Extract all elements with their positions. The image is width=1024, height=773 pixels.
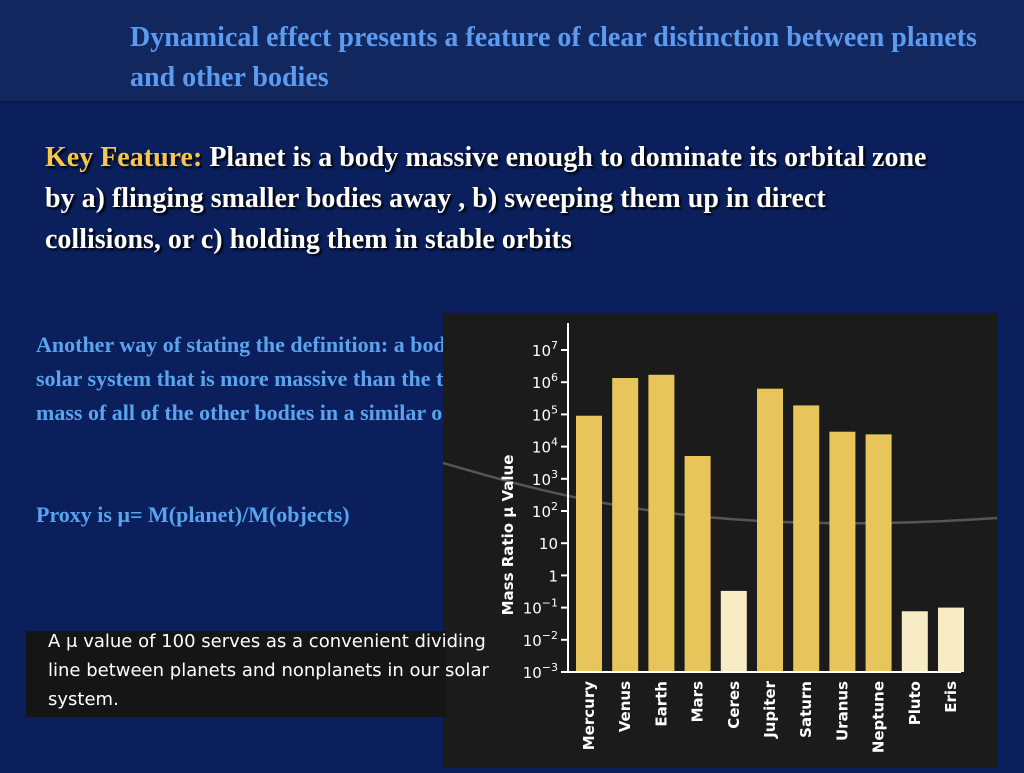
proxy-formula-text: Proxy is μ= M(planet)/M(objects) <box>36 502 350 527</box>
bar-earth <box>648 374 675 672</box>
y-tick-label: 1 <box>548 567 558 585</box>
y-tick-label: 10 <box>539 535 558 553</box>
x-tick-label-neptune: Neptune <box>870 681 888 753</box>
y-tick-label: 104 <box>532 436 558 457</box>
bar-eris <box>938 607 964 672</box>
bar-jupiter <box>757 388 783 672</box>
y-tick-label: 107 <box>532 339 558 360</box>
key-feature-label: Key Feature: <box>45 142 203 173</box>
x-tick-label-jupiter: Jupiter <box>761 680 779 738</box>
caption-box <box>26 631 446 717</box>
bar-venus <box>612 378 639 672</box>
x-tick-label-ceres: Ceres <box>725 681 743 729</box>
bar-saturn <box>793 405 820 672</box>
y-axis-label: Mass Ratio μ Value <box>499 455 517 616</box>
y-tick-label: 103 <box>532 468 558 489</box>
slide-title: Dynamical effect presents a feature of c… <box>130 22 977 93</box>
x-tick-label-earth: Earth <box>652 681 670 727</box>
chart-panel: 107 106 105 104 103 102 10 1 10−1 10−2 10−3 Mercur… <box>442 313 998 768</box>
title-bar: Dynamical effect presents a feature of c… <box>0 0 1024 103</box>
bar-pluto <box>901 611 928 672</box>
y-tick-label: 102 <box>532 500 558 521</box>
background-curve <box>442 461 998 525</box>
y-tick-label: 106 <box>532 371 558 392</box>
alternate-definition-text: Another way of stating the definition: a… <box>36 332 516 425</box>
y-tick-label: 10−1 <box>523 597 558 618</box>
x-tick-label-mercury: Mercury <box>580 681 598 750</box>
bar-ceres <box>720 590 747 672</box>
y-tick-label: 10−3 <box>523 661 558 682</box>
x-tick-label-saturn: Saturn <box>797 681 815 738</box>
y-tick-label: 10−2 <box>523 629 558 650</box>
x-tick-label-mars: Mars <box>689 681 707 722</box>
bar-uranus <box>829 431 856 672</box>
bar-neptune <box>865 434 892 672</box>
bar-mars <box>684 456 711 672</box>
key-feature-paragraph: Key Feature: Planet is a body massive en… <box>45 137 945 260</box>
x-tick-label-pluto: Pluto <box>906 681 924 725</box>
caption-text: A μ value of 100 serves as a convenient … <box>48 631 489 710</box>
y-tick-label: 105 <box>532 403 558 424</box>
x-tick-label-eris: Eris <box>942 681 960 713</box>
x-tick-label-venus: Venus <box>616 681 634 732</box>
x-tick-label-uranus: Uranus <box>833 681 851 741</box>
key-feature-text: Planet is a body massive enough to domin… <box>45 142 927 255</box>
bar-mercury <box>576 415 602 672</box>
